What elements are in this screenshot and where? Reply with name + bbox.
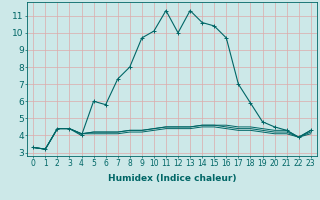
X-axis label: Humidex (Indice chaleur): Humidex (Indice chaleur)	[108, 174, 236, 183]
